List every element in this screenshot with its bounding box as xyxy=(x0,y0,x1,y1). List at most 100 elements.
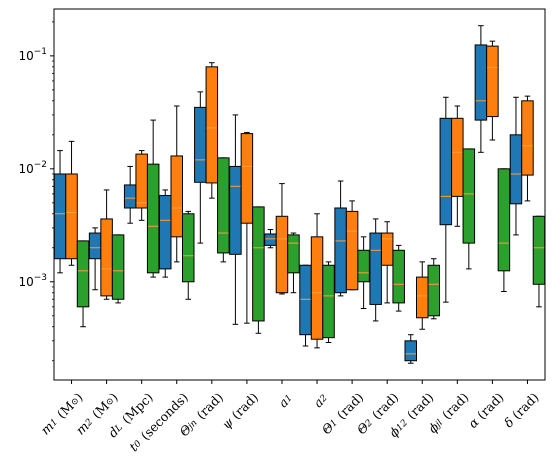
box-0-2 xyxy=(76,240,90,328)
box-3-1 xyxy=(170,105,183,263)
box-6-2 xyxy=(287,232,300,294)
box-iqr xyxy=(53,173,67,260)
box-iqr xyxy=(252,206,265,322)
box-iqr xyxy=(194,106,207,183)
box-iqr xyxy=(310,236,324,340)
box-7-1 xyxy=(310,213,324,349)
box-12-2 xyxy=(497,168,511,293)
box-8-0 xyxy=(334,180,347,297)
box-8-1 xyxy=(345,200,359,291)
box-5-1 xyxy=(240,131,254,324)
box-9-2 xyxy=(392,244,405,312)
box-1-2 xyxy=(111,234,125,304)
box-iqr xyxy=(404,340,417,362)
box-iqr xyxy=(287,234,300,274)
box-iqr xyxy=(275,215,289,294)
box-10-0 xyxy=(404,334,417,364)
box-iqr xyxy=(462,148,476,244)
box-13-0 xyxy=(509,96,523,236)
box-iqr xyxy=(322,264,335,339)
x-tick-label-6: a1 xyxy=(275,389,296,410)
box-iqr xyxy=(334,207,347,294)
box-iqr xyxy=(427,264,440,317)
box-3-0 xyxy=(159,189,172,278)
box-iqr xyxy=(380,232,394,266)
box-6-1 xyxy=(275,183,289,295)
box-iqr xyxy=(88,232,102,260)
box-6-0 xyxy=(264,229,277,249)
y-tick-label-2: 10−1 xyxy=(18,47,47,63)
box-iqr xyxy=(65,173,78,260)
box-4-2 xyxy=(217,157,230,263)
box-iqr xyxy=(76,240,90,308)
box-4-1 xyxy=(205,62,219,199)
box-iqr xyxy=(159,195,172,270)
x-tick-label-12: α (rad) xyxy=(465,389,506,430)
x-tick-label-text: ψ (rad) xyxy=(218,389,260,431)
x-tick-label-text: δ (rad) xyxy=(501,389,542,430)
box-iqr xyxy=(392,249,405,304)
box-4-0 xyxy=(194,91,207,244)
box-2-1 xyxy=(135,150,148,221)
box-13-1 xyxy=(521,95,534,202)
box-iqr xyxy=(111,234,125,300)
box-11-0 xyxy=(439,96,453,303)
axes-frame xyxy=(53,8,546,381)
box-iqr xyxy=(474,44,488,121)
box-iqr xyxy=(439,117,453,226)
x-tick-label-1: m2 (M⊙) xyxy=(72,389,120,437)
box-0-1 xyxy=(65,140,78,266)
box-iqr xyxy=(509,134,523,205)
box-12-0 xyxy=(474,25,488,153)
box-iqr xyxy=(146,163,160,274)
box-10-2 xyxy=(427,258,440,320)
box-iqr xyxy=(357,249,370,283)
box-2-0 xyxy=(123,165,137,224)
box-0-0 xyxy=(53,150,67,274)
box-1-1 xyxy=(100,189,113,300)
box-iqr xyxy=(264,233,277,246)
box-iqr xyxy=(205,66,219,184)
box-12-1 xyxy=(486,40,499,141)
x-tick-label-7: a2 xyxy=(310,389,331,410)
box-7-2 xyxy=(322,261,335,343)
box-iqr xyxy=(100,218,113,297)
box-iqr xyxy=(497,168,511,272)
box-iqr xyxy=(451,117,464,197)
x-tick-label-text: m2 (M⊙) xyxy=(72,389,120,437)
plot-area xyxy=(53,25,546,364)
box-iqr xyxy=(182,213,195,283)
box-iqr xyxy=(135,153,148,209)
box-iqr xyxy=(217,157,230,254)
x-tick-label-text: a1 xyxy=(275,389,296,410)
box-iqr xyxy=(521,100,534,176)
x-tick-label-text: a2 xyxy=(310,389,331,410)
x-tick-label-text: α (rad) xyxy=(465,389,506,430)
box-iqr xyxy=(170,155,183,238)
box-iqr xyxy=(345,210,359,291)
box-5-0 xyxy=(229,114,242,325)
box-1-0 xyxy=(88,227,102,291)
box-7-0 xyxy=(299,264,312,347)
box-13-2 xyxy=(532,215,546,308)
box-iqr xyxy=(416,276,429,319)
box-5-2 xyxy=(252,206,265,334)
box-2-2 xyxy=(146,119,160,278)
box-11-1 xyxy=(451,105,464,227)
box-iqr xyxy=(229,165,242,255)
x-tick-label-5: ψ (rad) xyxy=(218,389,260,431)
x-tick-label-13: δ (rad) xyxy=(501,389,542,430)
box-iqr xyxy=(369,232,382,305)
box-3-2 xyxy=(182,210,195,300)
box-iqr xyxy=(532,215,546,285)
box-iqr xyxy=(299,264,312,336)
box-10-1 xyxy=(416,261,429,330)
box-iqr xyxy=(240,133,254,224)
y-tick-label-1: 10−2 xyxy=(18,160,47,176)
box-iqr xyxy=(486,45,499,118)
box-9-0 xyxy=(369,218,382,322)
box-11-2 xyxy=(462,148,476,270)
box-9-1 xyxy=(380,221,394,304)
